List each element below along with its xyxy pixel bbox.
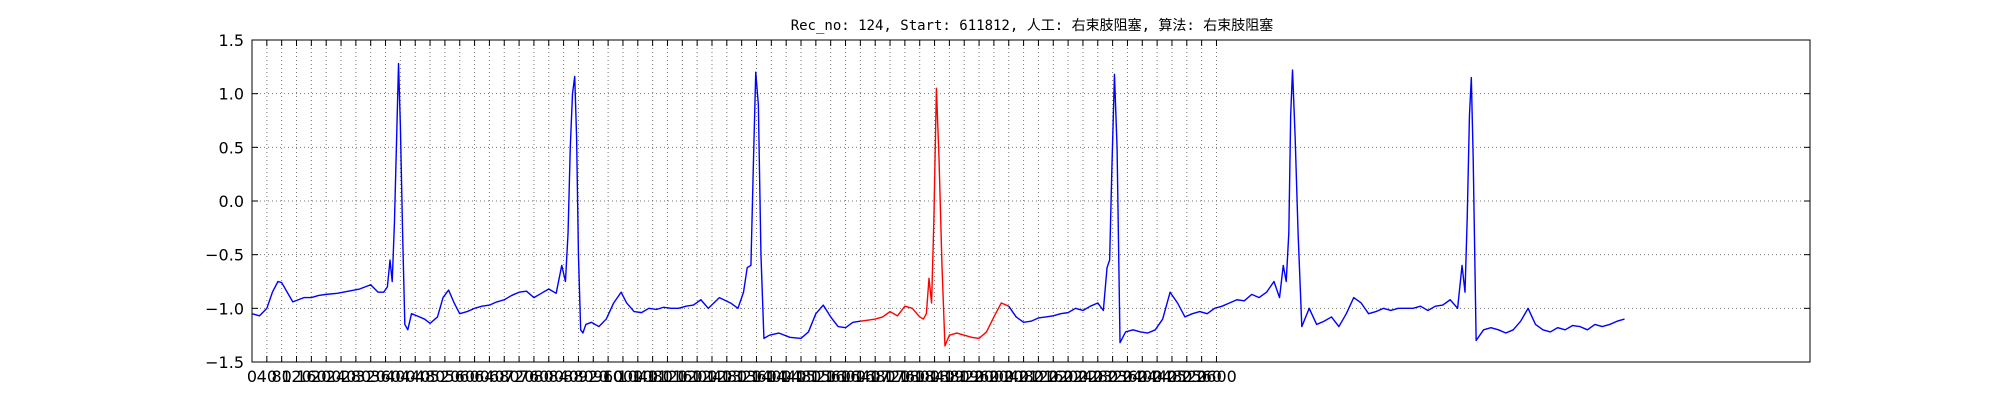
x-tick-label: 2520 — [1166, 367, 1207, 386]
x-tick-label: 480 — [415, 367, 446, 386]
x-tick-label: 160 — [296, 367, 327, 386]
chart-title: Rec_no: 124, Start: 611812, 人工: 右束肢阻塞, 算… — [791, 17, 1274, 34]
x-tick-label: 760 — [519, 367, 550, 386]
y-tick-label: 1.0 — [219, 85, 244, 104]
x-tick-label: 1440 — [766, 367, 807, 386]
y-tick-label: 0.0 — [219, 192, 244, 211]
series-layer — [251, 62, 1625, 347]
x-tick-label: 880 — [563, 367, 594, 386]
y-tick-label: −1.0 — [205, 299, 244, 318]
y-tick-label: 1.5 — [219, 31, 244, 50]
x-tick-label: 1320 — [721, 367, 762, 386]
x-tick-label: 0 — [247, 367, 257, 386]
x-tick-label: 2240 — [1063, 367, 1104, 386]
x-tick-label: 1040 — [617, 367, 658, 386]
x-tick-label: 520 — [430, 367, 461, 386]
x-tick-label: 80 — [271, 367, 291, 386]
x-tick-label: 2040 — [988, 367, 1029, 386]
x-tick-label: 1240 — [692, 367, 733, 386]
x-tick-label: 1760 — [885, 367, 926, 386]
x-tick-label: 1840 — [914, 367, 955, 386]
x-tick-label: 2000 — [974, 367, 1015, 386]
x-tick-label: 2360 — [1107, 367, 1148, 386]
x-tick-label: 1000 — [603, 367, 644, 386]
x-tick-label: 1280 — [706, 367, 747, 386]
x-tick-label: 400 — [385, 367, 416, 386]
x-tick-label: 280 — [341, 367, 372, 386]
x-tick-label: 320 — [355, 367, 386, 386]
x-tick-label: 2440 — [1137, 367, 1178, 386]
y-tick-label: −1.5 — [205, 353, 244, 372]
x-tick-label: 2080 — [1003, 367, 1044, 386]
x-tick-label: 600 — [459, 367, 490, 386]
x-tick-label: 1600 — [825, 367, 866, 386]
x-tick-label: 2120 — [1018, 367, 1059, 386]
x-tick-label: 960 — [593, 367, 624, 386]
x-tick-label: 2160 — [1033, 367, 1074, 386]
x-tick-label: 1800 — [899, 367, 940, 386]
y-tick-label: −0.5 — [205, 246, 244, 265]
x-tick-label: 840 — [548, 367, 579, 386]
x-tick-label: 1480 — [781, 367, 822, 386]
x-tick-label: 920 — [578, 367, 609, 386]
ecg-line — [251, 62, 861, 340]
x-tick-label: 440 — [400, 367, 431, 386]
x-tick-label: 2400 — [1122, 367, 1163, 386]
x-tick-label: 360 — [370, 367, 401, 386]
x-tick-label: 1080 — [632, 367, 673, 386]
ecg-line — [1008, 69, 1625, 344]
x-tick-label: 1920 — [944, 367, 985, 386]
axis-layer: −1.5−1.0−0.50.00.51.01.50 408012016020024… — [205, 31, 1810, 386]
x-tick-label: 2600 — [1196, 367, 1237, 386]
x-tick-label: 1200 — [677, 367, 718, 386]
x-tick-label: 240 — [326, 367, 357, 386]
x-tick-label: 1360 — [736, 367, 777, 386]
x-tick-label: 2560 — [1181, 367, 1222, 386]
x-tick-label: 2480 — [1152, 367, 1193, 386]
x-tick-label: 2280 — [1077, 367, 1118, 386]
x-tick-label: 1640 — [840, 367, 881, 386]
x-tick-label: 200 — [311, 367, 342, 386]
x-tick-label: 1680 — [855, 367, 896, 386]
x-tick-label: 2320 — [1092, 367, 1133, 386]
plot-frame — [251, 39, 1811, 363]
x-tick-label: 1160 — [662, 367, 703, 386]
y-tick-label: 0.5 — [219, 138, 244, 157]
ecg-highlight-line — [860, 87, 1010, 347]
x-tick-label: 1880 — [929, 367, 970, 386]
x-tick-label: 1560 — [810, 367, 851, 386]
x-tick-label: 800 — [533, 367, 564, 386]
x-tick-label: 2200 — [1048, 367, 1089, 386]
x-tick-label: 1400 — [751, 367, 792, 386]
grid-layer — [252, 40, 1810, 362]
x-tick-label: 640 — [474, 367, 505, 386]
x-tick-label: 120 — [281, 367, 312, 386]
x-tick-label: 1960 — [959, 367, 1000, 386]
x-tick-label: 1720 — [870, 367, 911, 386]
x-tick-label: 1520 — [795, 367, 836, 386]
x-tick-label: 560 — [444, 367, 475, 386]
x-tick-label: 720 — [504, 367, 535, 386]
x-tick-label: 680 — [489, 367, 520, 386]
x-tick-label: 40 — [257, 367, 277, 386]
x-tick-label: 1120 — [647, 367, 688, 386]
